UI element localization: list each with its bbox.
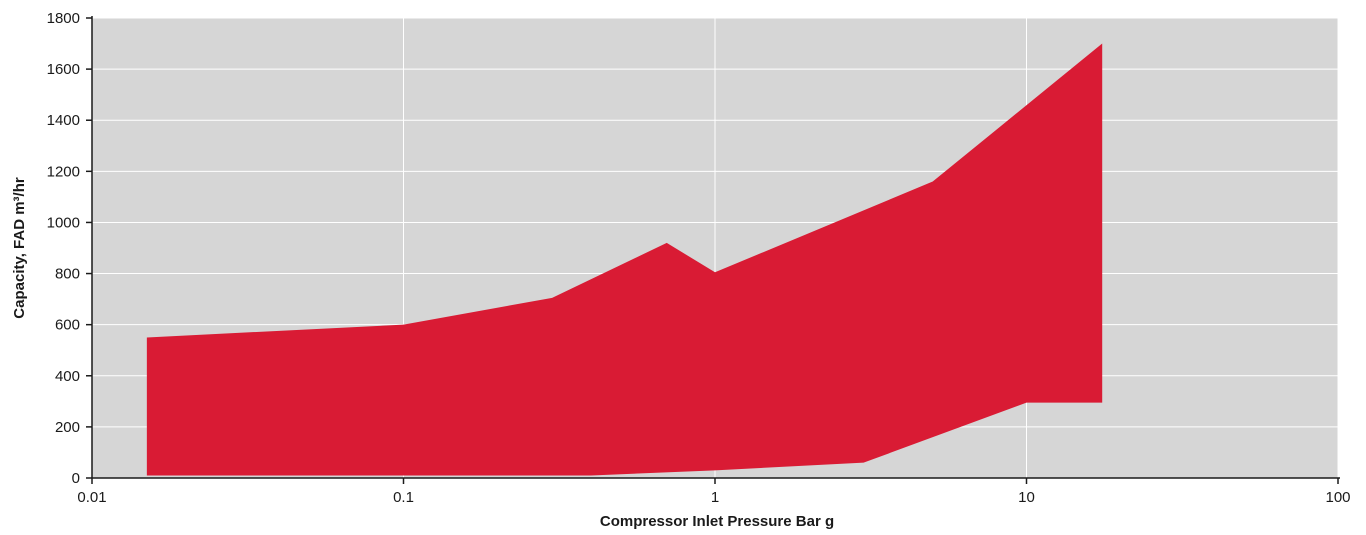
x-tick-label: 100 bbox=[1325, 489, 1350, 506]
y-tick-label: 1600 bbox=[47, 61, 80, 78]
y-axis-title: Capacity, FAD m³/hr bbox=[11, 177, 28, 319]
x-tick-label: 0.1 bbox=[393, 489, 414, 506]
capacity-envelope-area bbox=[146, 43, 1103, 476]
axes bbox=[86, 16, 1340, 484]
y-tick-label: 400 bbox=[55, 368, 80, 385]
x-tick-label: 1 bbox=[711, 489, 719, 506]
y-tick-label: 800 bbox=[55, 266, 80, 283]
y-tick-label: 1000 bbox=[47, 214, 80, 231]
x-tick-label: 0.01 bbox=[77, 489, 106, 506]
y-tick-label: 1800 bbox=[47, 10, 80, 27]
y-tick-label: 1200 bbox=[47, 163, 80, 180]
y-tick-label: 0 bbox=[72, 470, 80, 487]
x-axis-title: Compressor Inlet Pressure Bar g bbox=[600, 513, 834, 530]
x-tick-label: 10 bbox=[1018, 489, 1035, 506]
tick-labels: 0 200 400 600 800 1000 1200 1400 1600 1800 0.01 0.1… bbox=[47, 10, 1351, 506]
y-tick-label: 1400 bbox=[47, 112, 80, 129]
y-tick-label: 600 bbox=[55, 317, 80, 334]
y-tick-label: 200 bbox=[55, 419, 80, 436]
